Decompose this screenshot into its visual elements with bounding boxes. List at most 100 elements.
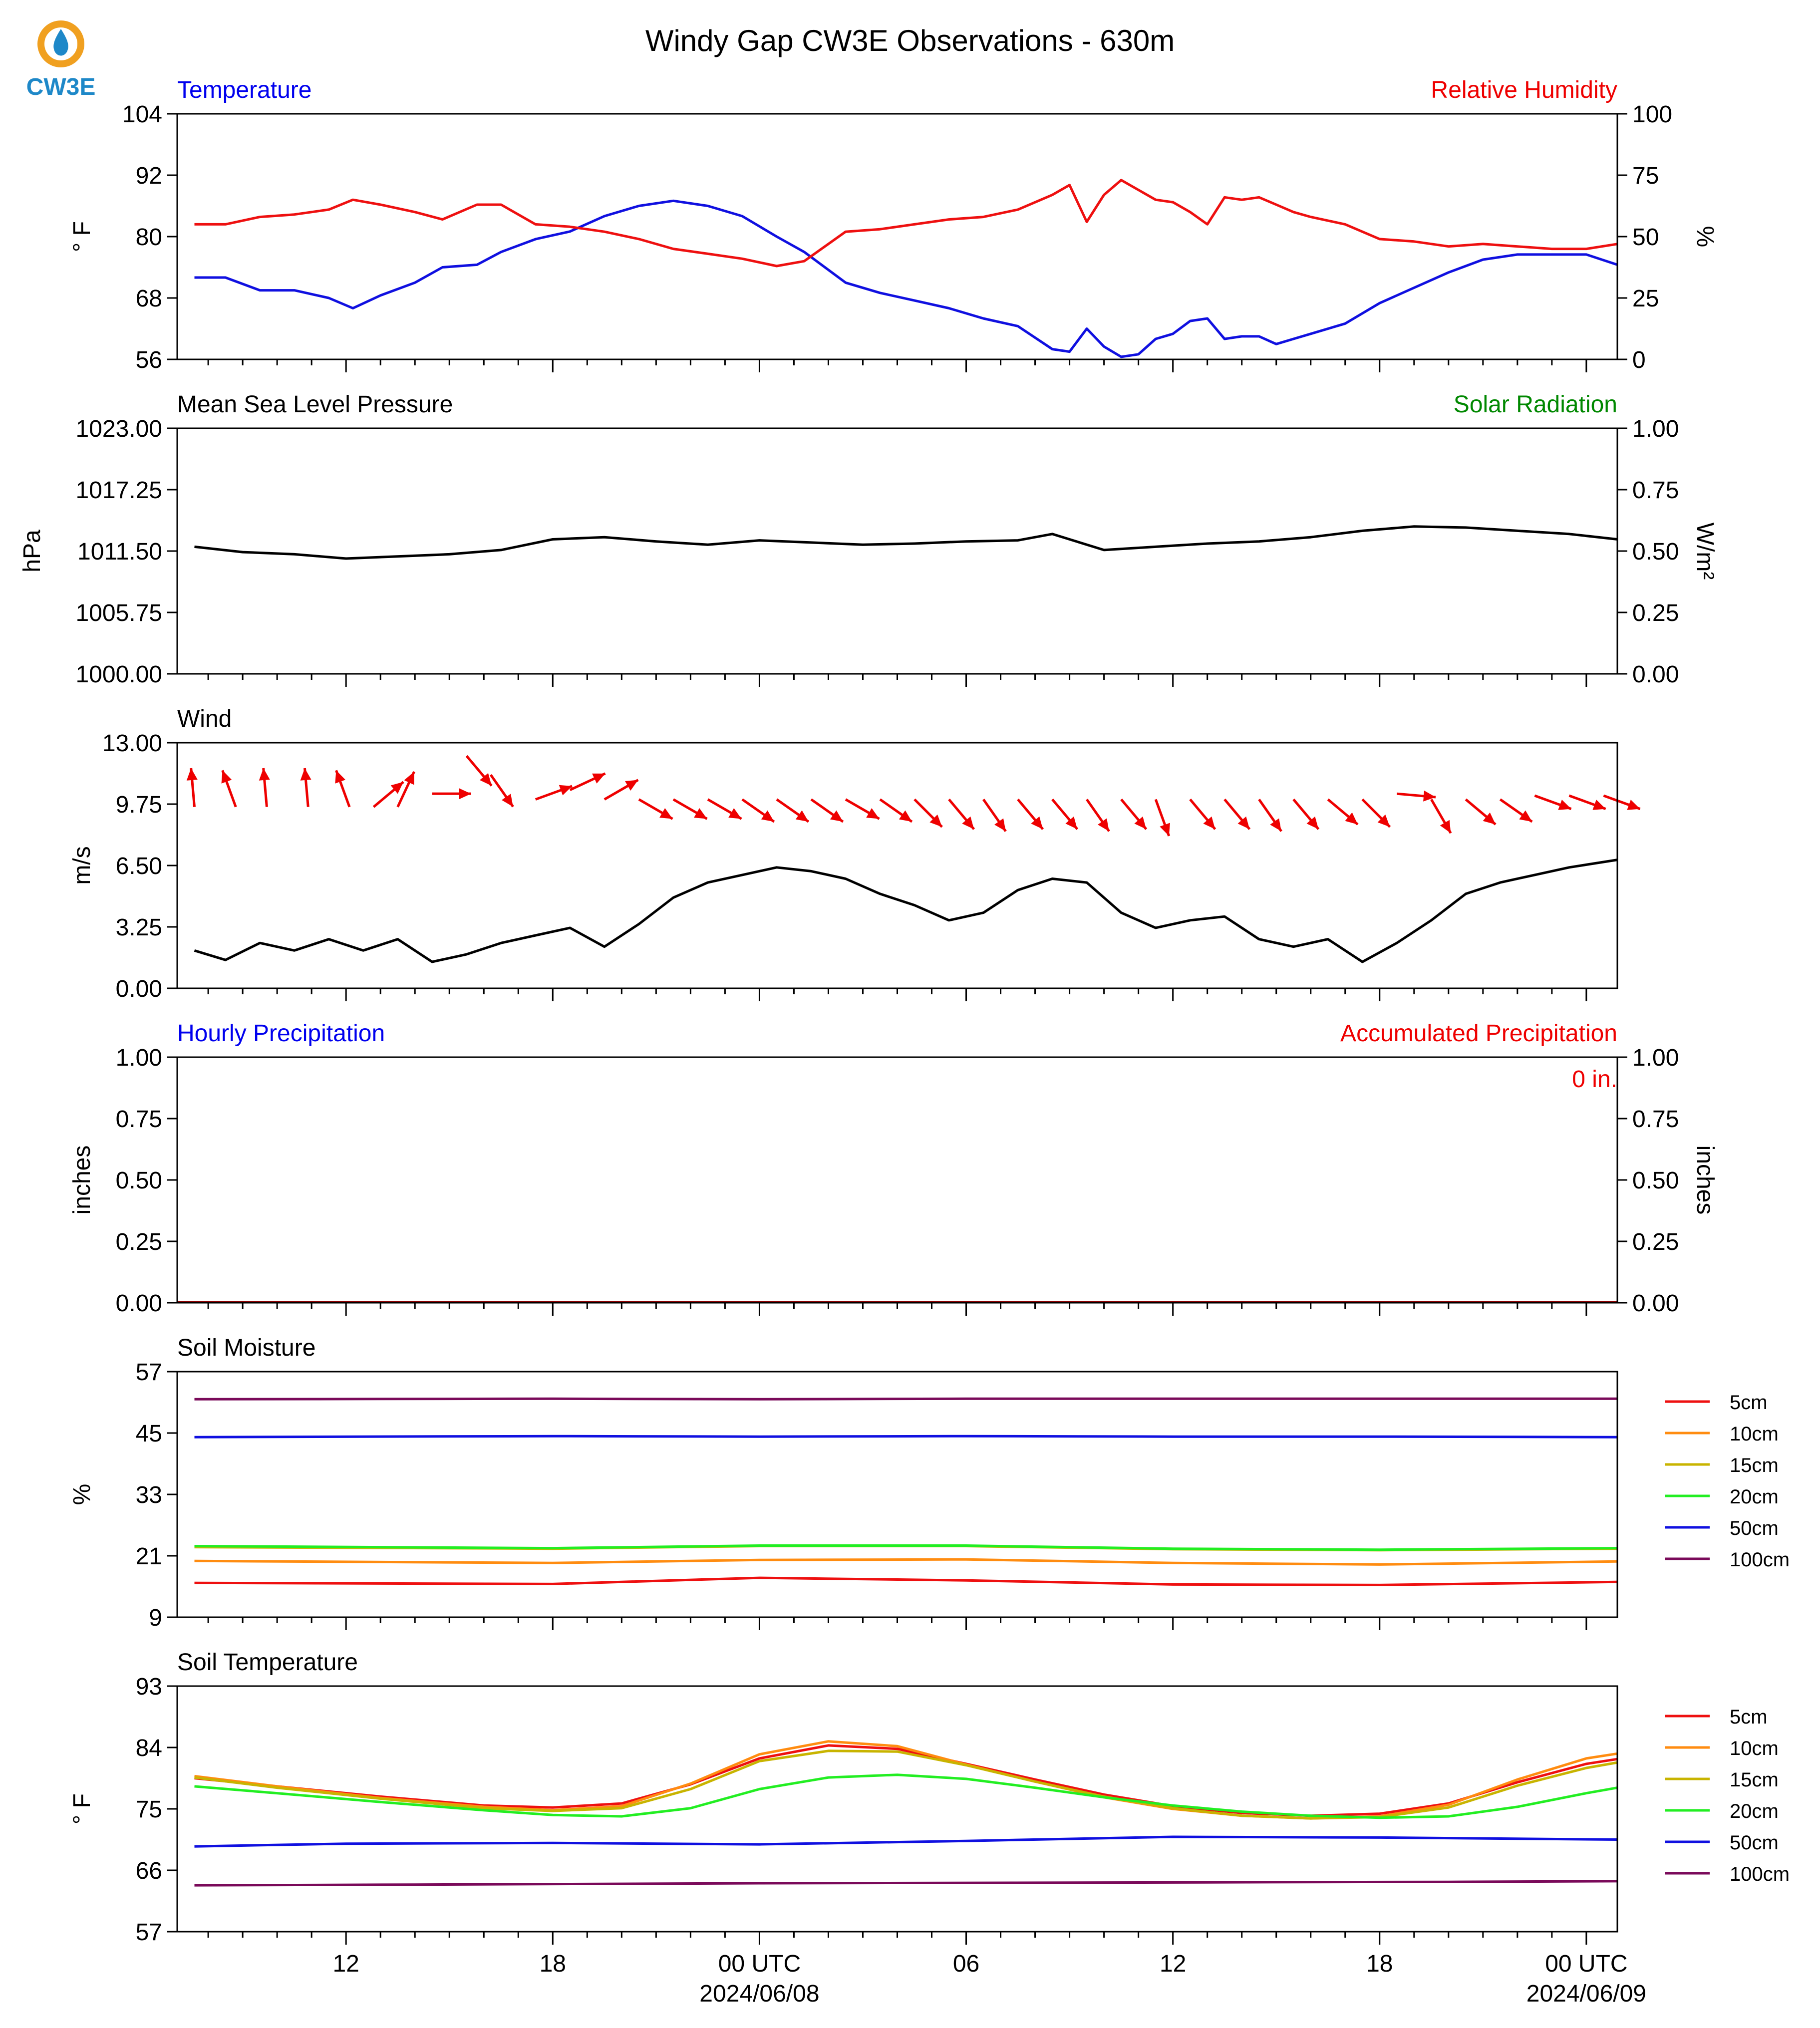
y-tick-label: 84: [136, 1735, 162, 1761]
y-right-tick-label: 75: [1632, 163, 1659, 189]
legend-label: 10cm: [1730, 1423, 1779, 1445]
series-line-pressure-0: [194, 525, 1618, 560]
wind-arrow-head: [480, 773, 492, 786]
wind-arrow-head: [659, 808, 673, 819]
wind-arrow-head: [300, 768, 311, 781]
y-right-tick-label: 0.00: [1632, 661, 1679, 688]
cw3e-logo: CW3E: [26, 20, 96, 100]
wind-arrow-head: [1270, 818, 1281, 832]
y-tick-label: 13.00: [102, 730, 162, 757]
legend-label: 10cm: [1730, 1738, 1779, 1759]
panels: 56 68 80 92 104 0 25 50 75 100 ° F % Temperature Rela…: [19, 77, 1790, 2007]
panel-wind: 0.00 3.25 6.50 9.75 13.00 m/s Wind: [69, 706, 1641, 1002]
wind-arrow-head: [994, 818, 1006, 832]
y-tick-label: 0.50: [116, 1167, 162, 1194]
logo-text: CW3E: [26, 74, 96, 100]
y-axis-label: hPa: [19, 530, 45, 573]
wind-arrow-head: [1160, 823, 1170, 836]
wind-arrow-head: [592, 773, 606, 784]
panel-title-left: Wind: [177, 706, 232, 732]
wind-arrow-head: [1098, 818, 1109, 832]
y-tick-label: 1011.50: [77, 539, 162, 565]
y-right-tick-label: 100: [1632, 101, 1672, 128]
y-right-tick-label: 25: [1632, 286, 1659, 312]
wind-arrow-head: [866, 808, 880, 819]
y-right-axis-label: inches: [1692, 1146, 1718, 1215]
y-tick-label: 1023.00: [75, 416, 162, 442]
y-tick-label: 3.25: [116, 914, 162, 941]
logo-ring-icon: [37, 20, 84, 67]
y-axis-label: %: [69, 1484, 95, 1505]
x-tick-label: 18: [1366, 1951, 1393, 1977]
y-axis-label: m/s: [69, 846, 95, 884]
y-right-tick-label: 0.00: [1632, 1290, 1679, 1317]
series-line-50cm: [194, 1835, 1618, 1848]
wind-arrow-head: [830, 810, 843, 822]
y-tick-label: 80: [136, 224, 162, 251]
panel-title-left: Temperature: [177, 77, 311, 103]
series-line-20cm: [194, 1773, 1618, 1819]
wind-arrow-head: [1627, 800, 1640, 810]
y-tick-label: 0.00: [116, 976, 162, 1002]
panel-pressure: 1000.00 1005.75 1011.50 1017.25 1023.00 0.00 0…: [19, 391, 1718, 688]
wind-arrow-head: [335, 770, 345, 784]
legend-label: 5cm: [1730, 1706, 1768, 1728]
y-right-tick-label: 0.50: [1632, 539, 1679, 565]
panel-temp-rh: 56 68 80 92 104 0 25 50 75 100 ° F % Temperature Rela…: [69, 77, 1718, 373]
y-tick-label: 104: [122, 101, 162, 128]
wind-arrow-head: [1134, 816, 1147, 830]
wind-arrow-head: [1440, 820, 1451, 834]
panel-title-right: Accumulated Precipitation: [1340, 1020, 1617, 1047]
panel-precip: 0.00 0.25 0.50 0.75 1.00 0.00 0.25 0.50 0.75 1.00…: [69, 1020, 1718, 1317]
series-line-10cm: [194, 1558, 1618, 1566]
y-tick-label: 93: [136, 1674, 162, 1700]
panel-title-left: Mean Sea Level Pressure: [177, 391, 453, 418]
legend-label: 15cm: [1730, 1454, 1779, 1476]
x-tick-label: 06: [953, 1951, 979, 1977]
panel-frame: [176, 1056, 1618, 1304]
wind-arrow-head: [1031, 816, 1043, 830]
panel-frame: [176, 113, 1618, 360]
y-tick-label: 0.00: [116, 1290, 162, 1317]
y-axis-label: ° F: [69, 221, 95, 252]
panel-soil-temperature: 57 66 75 84 93 ° F Soil Temperature 5cm 10cm 15cm…: [69, 1649, 1790, 1946]
x-tick-label: 18: [540, 1951, 566, 1977]
y-tick-label: 45: [136, 1421, 162, 1447]
wind-arrow-head: [1483, 812, 1496, 825]
legend-label: 50cm: [1730, 1517, 1779, 1539]
wind-arrow-head: [1203, 816, 1215, 830]
wind-arrow-head: [694, 808, 707, 819]
wind-arrow-head: [1592, 800, 1606, 810]
wind-arrow-head: [459, 788, 471, 800]
y-tick-label: 75: [136, 1796, 162, 1823]
y-right-tick-label: 0: [1632, 347, 1646, 373]
panel-soil-moisture: 9 21 33 45 57% Soil Moisture 5cm 10cm 15cm 20cm 50…: [69, 1335, 1790, 1631]
panel-frame: [176, 742, 1618, 989]
wind-arrow-head: [929, 814, 942, 827]
y-tick-label: 9: [149, 1605, 162, 1631]
wind-arrow-head: [186, 768, 198, 781]
y-right-axis-label: W/m²: [1692, 523, 1718, 580]
legend-label: 100cm: [1730, 1549, 1790, 1571]
wind-arrows: [186, 755, 1641, 837]
x-tick-date-label: 2024/06/09: [1526, 1981, 1646, 2007]
y-tick-label: 1005.75: [75, 600, 162, 626]
series-line-20cm: [194, 1544, 1618, 1551]
wind-arrow-head: [559, 785, 573, 796]
y-right-tick-label: 1.00: [1632, 1045, 1679, 1071]
accumulated-precip-value: 0 in.: [1572, 1066, 1617, 1093]
y-right-tick-label: 0.25: [1632, 1229, 1679, 1255]
y-tick-label: 92: [136, 163, 162, 189]
wind-arrow-head: [221, 770, 232, 784]
y-tick-label: 33: [136, 1482, 162, 1508]
legend-label: 20cm: [1730, 1486, 1779, 1508]
panel-frame: [176, 1685, 1618, 1933]
wind-arrow-head: [1237, 816, 1250, 830]
time-axis-labels: 12 18 00 UTC 2024/06/08 06 12 18 00 UTC 2024/06/…: [332, 1951, 1646, 2007]
legend-label: 20cm: [1730, 1800, 1779, 1822]
x-tick-label: 12: [332, 1951, 359, 1977]
series-line-wind-0: [194, 859, 1618, 963]
wind-arrow-head: [259, 768, 270, 781]
